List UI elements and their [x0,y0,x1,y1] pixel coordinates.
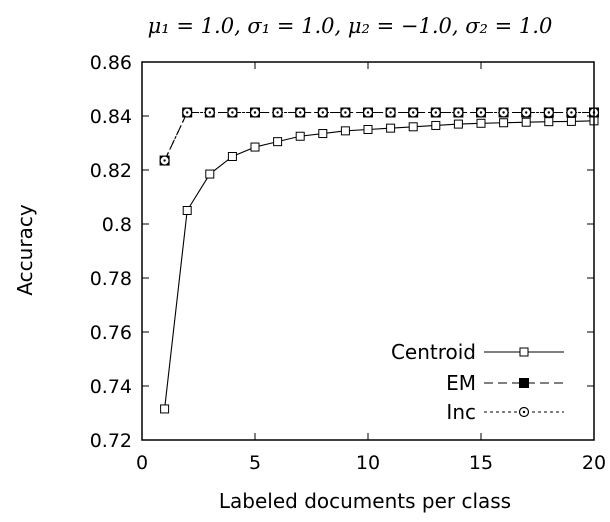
chart-title: μ₁ = 1.0, σ₁ = 1.0, μ₂ = −1.0, σ₂ = 1.0 [148,14,553,38]
centroid-point [408,122,418,132]
y-axis-title: Accuracy [13,204,37,295]
centroid-point [386,123,396,133]
centroid-point [273,137,283,147]
legend-label-inc: Inc [446,400,476,424]
inc-point [566,107,577,118]
inc-point-dot [186,111,189,114]
centroid-point [363,125,373,134]
inc-point-dot [434,111,437,114]
inc-point-dot [570,111,573,114]
y-tick-label: 0.8 [102,214,132,236]
y-tick-label: 0.82 [90,160,132,182]
inc-point-dot [525,111,528,114]
inc-point [385,107,396,118]
inc-point [543,107,554,118]
centroid-line [164,120,595,410]
inc-point-dot [389,111,392,114]
inc-point [521,107,532,118]
centroid-point [340,126,350,136]
inc-point [182,107,193,118]
inc-point [159,155,170,166]
inc-point [408,107,419,118]
inc-point-dot [479,111,483,114]
inc-point-dot [299,111,302,114]
inc-point-dot [366,111,370,114]
y-tick-label: 0.84 [90,106,132,128]
inc-point-dot [208,111,211,114]
x-tick-label: 15 [469,452,493,474]
y-tick-label: 0.76 [90,322,132,344]
centroid-point [250,142,260,152]
x-tick-label: 0 [136,452,148,474]
inc-point [249,107,261,118]
x-axis: 0 5 10 15 20 [136,62,606,474]
inc-point [362,107,374,118]
inc-point [272,107,283,118]
inc-point-dot [276,111,279,114]
centroid-point [499,118,509,128]
y-tick-label: 0.86 [90,52,132,74]
plot-area [159,107,600,414]
y-tick-label: 0.72 [90,430,132,452]
inc-point-dot [344,111,347,114]
legend-marker-inc [518,406,530,418]
x-axis-title: Labeled documents per class [219,489,511,513]
centroid-point [318,129,328,139]
inc-point-dot [412,111,415,114]
inc-point [340,107,351,118]
inc-point [453,107,464,118]
x-tick-label: 10 [356,452,380,474]
inc-point-dot [547,111,550,114]
centroid-point [205,169,215,179]
inc-point [475,107,487,118]
inc-point-dot [502,111,505,114]
legend-marker-em [519,378,529,388]
inc-point [204,107,215,118]
x-tick-label: 20 [582,452,606,474]
x-tick-label: 5 [249,452,261,474]
y-tick-label: 0.74 [90,376,132,398]
inc-point-dot [457,111,460,114]
inc-point [317,107,328,118]
centroid-point [160,404,170,414]
y-tick-label: 0.78 [90,268,132,290]
y-axis: 0.72 0.74 0.76 0.78 0.8 0.82 0.84 0.86 [90,52,594,452]
inc-point [295,107,306,118]
legend: Centroid EM Inc [391,340,564,424]
series-em [159,107,599,166]
centroid-point [431,120,441,130]
centroid-point [182,206,192,215]
inc-point-dot [163,159,166,162]
centroid-point [544,117,554,127]
inc-point-dot [321,111,324,114]
legend-label-centroid: Centroid [391,340,476,364]
series-inc [159,107,600,166]
centroid-point [566,116,576,126]
inc-point-dot [231,111,234,114]
centroid-point [453,119,463,129]
centroid-point [227,152,237,161]
centroid-point [521,117,531,127]
legend-marker-inc-dot [522,410,526,414]
inc-point [498,107,509,118]
series-centroid [160,116,599,414]
legend-marker-centroid [519,347,529,357]
inc-point-dot [253,111,257,114]
centroid-point [476,118,486,128]
legend-label-em: EM [446,371,476,395]
centroid-point [295,131,305,141]
inc-point [227,107,238,118]
inc-point [430,107,441,118]
